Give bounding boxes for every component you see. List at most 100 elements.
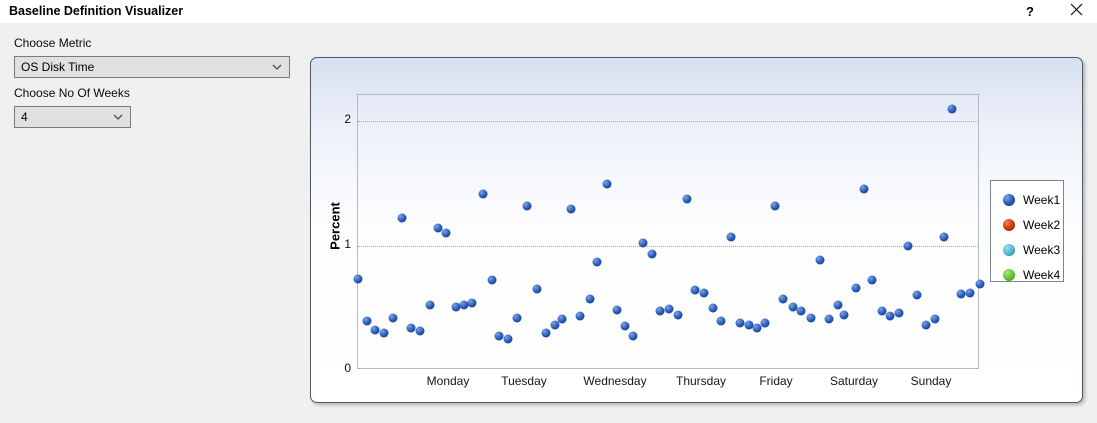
legend-label: Week3 — [1023, 242, 1061, 257]
legend-marker — [1003, 218, 1015, 231]
data-point — [788, 302, 798, 312]
data-point — [566, 204, 576, 214]
data-point — [487, 275, 497, 285]
legend-item: Week1 — [1003, 187, 1063, 212]
data-point — [760, 318, 770, 328]
data-point — [664, 304, 674, 314]
data-point — [975, 279, 985, 289]
weeks-label: Choose No Of Weeks — [14, 86, 130, 100]
data-point — [796, 306, 806, 316]
data-point — [532, 284, 542, 294]
window-titlebar: Baseline Definition Visualizer ? — [0, 0, 1097, 23]
data-point — [956, 289, 966, 299]
y-tick-label: 1 — [344, 237, 351, 251]
data-point — [903, 241, 913, 251]
plot-area — [353, 94, 985, 369]
data-point — [638, 238, 648, 248]
data-point — [585, 294, 595, 304]
data-point — [397, 213, 407, 223]
x-tick-label: Monday — [426, 374, 470, 388]
window-title: Baseline Definition Visualizer — [9, 4, 184, 18]
x-tick-label: Sunday — [910, 374, 952, 388]
data-point — [894, 308, 904, 318]
chevron-down-icon — [113, 114, 123, 120]
weeks-dropdown[interactable]: 4 — [14, 106, 131, 128]
data-point — [451, 302, 461, 312]
data-point — [425, 300, 435, 310]
help-button[interactable]: ? — [1010, 0, 1050, 23]
data-point — [682, 194, 692, 204]
chart-panel: Percent 0 1 2 Monday Tuesday Wednesday Thursda… — [310, 57, 1083, 403]
data-point — [503, 334, 513, 344]
data-point — [726, 232, 736, 242]
data-point — [744, 320, 754, 330]
data-point — [824, 314, 834, 324]
data-point — [494, 331, 504, 341]
y-tick-label: 0 — [344, 361, 351, 375]
x-tick-label: Friday — [759, 374, 793, 388]
data-point — [921, 320, 931, 330]
x-tick-label: Saturday — [829, 374, 879, 388]
metric-dropdown-value: OS Disk Time — [21, 60, 95, 74]
data-point — [885, 311, 895, 321]
data-point — [690, 285, 700, 295]
data-point — [541, 328, 551, 338]
legend-marker — [1003, 243, 1015, 256]
data-point — [512, 313, 522, 323]
data-point — [770, 201, 780, 211]
data-point — [867, 275, 877, 285]
legend-label: Week1 — [1023, 192, 1061, 207]
data-point — [716, 316, 726, 326]
data-point — [839, 310, 849, 320]
data-point — [575, 311, 585, 321]
legend-item: Week2 — [1003, 212, 1063, 237]
weeks-dropdown-value: 4 — [21, 110, 28, 124]
metric-label: Choose Metric — [14, 36, 92, 50]
legend-marker — [1003, 193, 1015, 206]
data-point — [939, 232, 949, 242]
legend-label: Week4 — [1023, 267, 1061, 282]
data-point — [441, 228, 451, 238]
data-point — [851, 283, 861, 293]
data-point — [353, 274, 363, 284]
gridline — [358, 121, 978, 122]
data-point — [550, 320, 560, 330]
data-point — [965, 288, 975, 298]
data-point — [362, 316, 372, 326]
y-tick-label: 2 — [344, 112, 351, 126]
data-point — [859, 184, 869, 194]
data-point — [655, 306, 665, 316]
data-point — [930, 314, 940, 324]
data-point — [415, 326, 425, 336]
data-point — [947, 104, 957, 114]
legend-item: Week4 — [1003, 262, 1063, 287]
x-tick-label: Thursday — [675, 374, 727, 388]
data-point — [459, 300, 469, 310]
data-point — [673, 310, 683, 320]
data-point — [592, 257, 602, 267]
metric-dropdown[interactable]: OS Disk Time — [14, 56, 290, 78]
data-point — [647, 249, 657, 259]
x-tick-label: Tuesday — [501, 374, 547, 388]
data-point — [406, 323, 416, 333]
data-point — [778, 294, 788, 304]
gridline — [358, 246, 978, 247]
data-point — [478, 189, 488, 199]
close-button[interactable] — [1056, 0, 1096, 23]
data-point — [522, 201, 532, 211]
data-point — [467, 298, 477, 308]
data-point — [699, 288, 709, 298]
legend-item: Week3 — [1003, 237, 1063, 262]
legend-marker — [1003, 268, 1015, 281]
data-point — [628, 331, 638, 341]
data-point — [708, 303, 718, 313]
data-point — [433, 223, 443, 233]
data-point — [912, 290, 922, 300]
data-point — [612, 305, 622, 315]
data-point — [620, 321, 630, 331]
data-point — [815, 255, 825, 265]
x-tick-label: Wednesday — [583, 374, 647, 388]
legend-label: Week2 — [1023, 217, 1061, 232]
data-point — [379, 328, 389, 338]
data-point — [388, 313, 398, 323]
